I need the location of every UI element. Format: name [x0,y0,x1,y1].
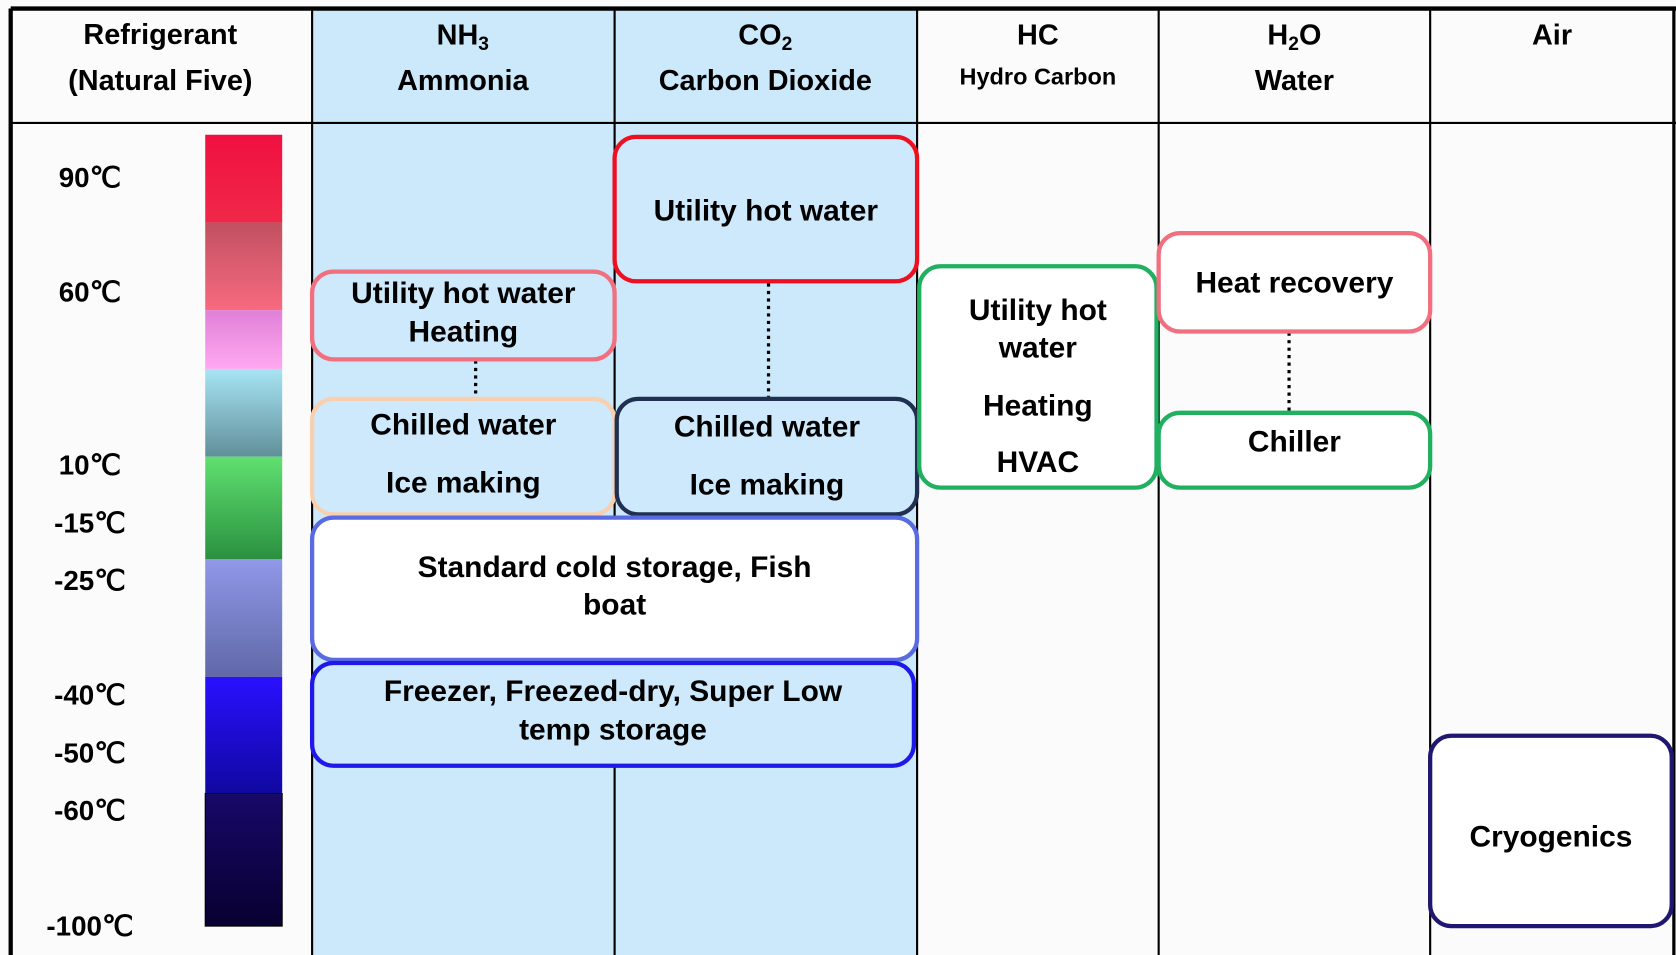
box-text: Utility hot water [351,277,576,310]
subscript: 2 [782,34,793,55]
box-text: Chiller [1248,426,1341,459]
temperature-label: 10℃ [59,450,121,481]
refrigerant-diagram: Refrigerant(Natural Five)NH3AmmoniaCO2Ca… [0,0,1676,955]
temperature-label: 90℃ [59,162,121,193]
column-name: Hydro Carbon [960,63,1117,89]
box-text: Ice making [690,468,845,501]
formula-part: Air [1532,19,1572,51]
formula-part: O [1299,19,1321,51]
temperature-label: -60℃ [54,795,125,826]
temperature-label: -40℃ [54,680,125,711]
box-text: Freezer, Freezed-dry, Super Low [384,675,843,708]
temperature-label: -25℃ [54,565,125,596]
box-text: Heating [983,389,1093,422]
header-text: Refrigerant [83,19,237,51]
formula-part: CO [738,19,781,51]
box-text: Standard cold storage, Fish [418,551,812,584]
subscript: 3 [478,34,489,55]
box-text: Heating [409,316,519,349]
box-text: HVAC [997,446,1080,479]
subscript: 2 [1288,34,1299,55]
temperature-label: -50℃ [54,737,125,768]
box-text: boat [583,588,646,621]
box-text: temp storage [519,713,707,746]
box-text: Utility hot [969,294,1107,327]
formula: Air [1532,19,1572,51]
box-text: Heat recovery [1195,266,1393,299]
formula-part: HC [1017,19,1059,51]
formula: HC [1017,19,1059,51]
header-text: (Natural Five) [68,65,252,97]
temperature-label: -15℃ [54,507,125,538]
formula-part: NH [437,19,479,51]
box-text: Ice making [386,466,541,499]
temperature-label: -100℃ [46,911,133,942]
column-name: Water [1255,65,1334,97]
color-scale [205,135,282,926]
formula-part: H [1267,19,1288,51]
column-name: Carbon Dioxide [659,65,872,97]
box-text: Utility hot water [654,195,879,228]
box-text: water [998,332,1078,365]
column-name: Ammonia [397,65,529,97]
temperature-label: 60℃ [59,276,121,307]
box-text: Chilled water [674,411,861,444]
box-text: Chilled water [370,409,557,442]
box-text: Cryogenics [1469,820,1632,853]
